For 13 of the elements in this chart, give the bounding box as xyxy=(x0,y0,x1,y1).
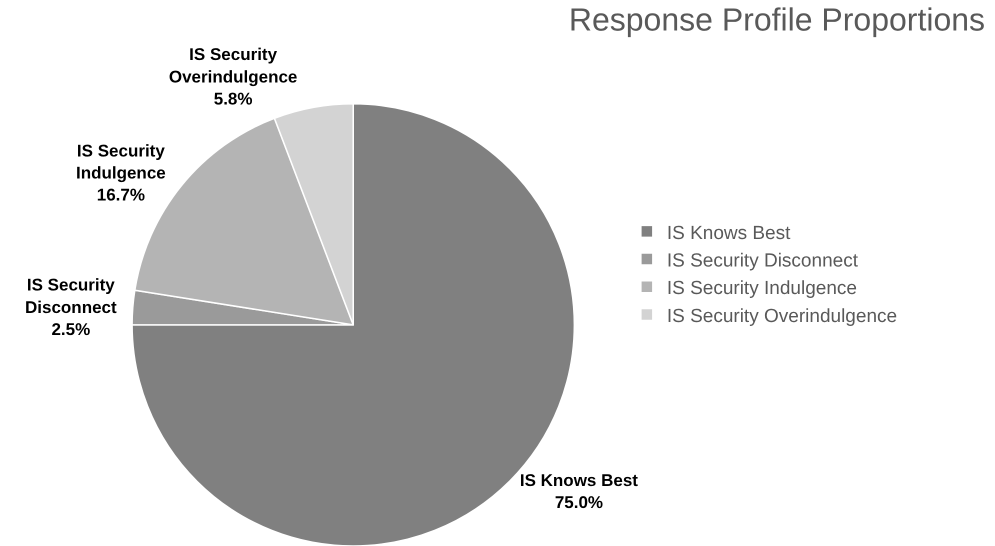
legend-label: IS Security Disconnect xyxy=(666,250,859,272)
slice-label: IS Security Overindulgence xyxy=(168,45,298,86)
data-label: 16.7% xyxy=(96,186,145,205)
slice-label: IS Knows Best xyxy=(520,470,638,490)
chart-title: Response Profile Proportions xyxy=(568,2,986,38)
legend-label: IS Knows Best xyxy=(666,222,792,244)
slice-label: IS Security Disconnect xyxy=(25,276,117,317)
legend-label: IS Security Indulgence xyxy=(666,278,857,300)
data-label: 2.5% xyxy=(51,320,90,339)
data-label: 75.0% xyxy=(554,493,604,512)
slice-label: IS Security Indulgence xyxy=(76,141,166,182)
data-label: 5.8% xyxy=(214,89,252,108)
legend-label: IS Security Overindulgence xyxy=(666,306,898,327)
